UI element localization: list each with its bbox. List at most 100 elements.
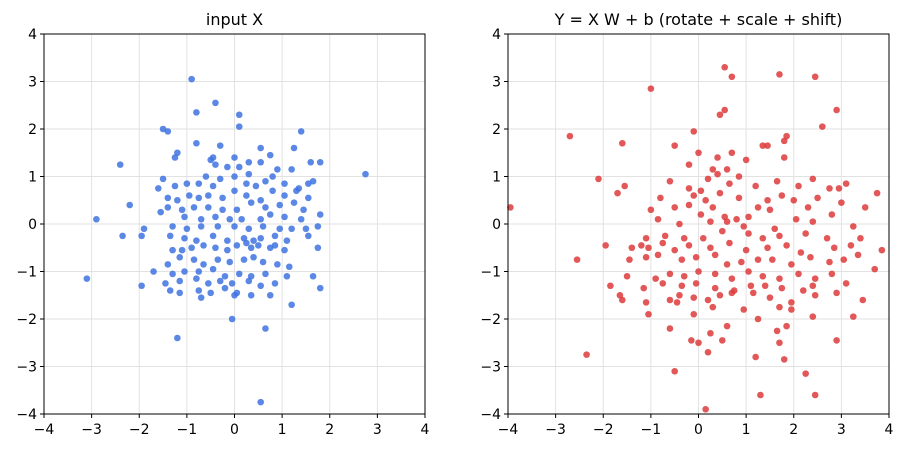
right-data-point <box>678 256 686 263</box>
right-x-tick-label: 4 <box>885 422 894 438</box>
left-data-point <box>205 280 212 287</box>
right-data-point <box>647 206 655 214</box>
right-data-point <box>614 189 621 197</box>
left-data-point <box>205 192 212 199</box>
right-data-point <box>626 256 633 263</box>
left-data-point <box>245 170 253 178</box>
left-data-point <box>183 225 191 233</box>
right-data-point <box>747 282 755 290</box>
right-data-point <box>849 223 857 230</box>
right-data-point <box>685 161 693 168</box>
left-data-point <box>164 128 172 135</box>
left-data-point <box>235 163 243 171</box>
left-data-point <box>185 192 193 199</box>
left-data-point <box>188 244 195 252</box>
right-data-point <box>680 272 688 280</box>
right-data-point <box>692 253 700 261</box>
left-data-point <box>276 201 284 209</box>
left-y-tick-label: −4 <box>16 407 37 423</box>
right-data-point <box>759 234 767 242</box>
left-data-point <box>231 154 238 161</box>
left-data-point <box>219 194 226 202</box>
left-data-point <box>138 232 145 240</box>
right-data-point <box>676 220 683 228</box>
left-data-point <box>257 398 264 406</box>
left-data-point <box>288 166 295 173</box>
left-data-point <box>283 237 291 244</box>
right-x-tick-label: 1 <box>742 422 751 438</box>
left-data-point <box>93 215 100 223</box>
left-data-point <box>224 246 231 254</box>
left-data-point <box>209 232 217 240</box>
left-data-point <box>233 242 241 249</box>
left-data-point <box>159 175 167 183</box>
left-data-point <box>212 244 219 252</box>
left-data-point <box>216 175 224 183</box>
right-data-point <box>695 149 702 157</box>
right-data-point <box>723 166 731 173</box>
left-data-point <box>169 223 176 230</box>
left-data-point <box>255 242 262 249</box>
left-data-point <box>226 258 234 266</box>
left-data-point <box>193 237 200 244</box>
left-data-point <box>209 265 217 273</box>
right-data-point <box>761 282 769 290</box>
right-data-point <box>838 199 845 206</box>
right-data-point <box>690 192 698 199</box>
left-data-point <box>245 277 253 285</box>
left-data-point <box>247 291 255 299</box>
right-data-point <box>721 63 728 71</box>
left-data-point <box>221 272 229 280</box>
left-y-tick-label: 2 <box>28 122 37 138</box>
right-data-point <box>688 337 695 344</box>
left-data-point <box>231 291 238 299</box>
right-grid <box>507 33 890 415</box>
left-data-point <box>231 223 238 230</box>
right-data-point <box>595 175 602 183</box>
left-data-point <box>193 109 200 116</box>
right-x-tick-label: −3 <box>545 422 566 438</box>
left-x-tick-label: −1 <box>177 422 198 438</box>
left-points <box>83 75 369 406</box>
right-data-point <box>766 206 774 214</box>
right-data-point <box>809 218 817 225</box>
left-data-point <box>305 194 312 202</box>
right-points <box>507 63 886 413</box>
left-data-point <box>183 180 191 187</box>
right-data-point <box>690 294 698 301</box>
right-data-point <box>764 142 771 149</box>
left-data-point <box>231 173 238 180</box>
left-data-point <box>266 211 274 218</box>
right-data-point <box>719 227 726 235</box>
left-y-tick-label: 3 <box>28 75 37 91</box>
left-data-point <box>271 280 279 287</box>
left-data-point <box>164 194 172 202</box>
right-data-point <box>583 351 590 358</box>
right-data-point <box>666 325 674 332</box>
right-data-point <box>823 234 831 242</box>
right-data-point <box>776 71 783 78</box>
right-chart-title: Y = X W + b (rotate + scale + shift) <box>554 10 843 29</box>
right-data-point <box>769 256 776 263</box>
left-data-point <box>250 253 257 261</box>
left-data-point <box>288 301 295 309</box>
right-data-point <box>754 256 762 263</box>
left-data-point <box>212 99 219 107</box>
right-data-point <box>861 204 869 211</box>
right-data-point <box>607 282 614 290</box>
right-data-point <box>745 230 752 237</box>
right-data-point <box>830 244 838 252</box>
right-data-point <box>754 204 762 211</box>
right-data-point <box>792 215 800 223</box>
left-data-point <box>307 158 315 166</box>
left-data-point <box>235 123 243 130</box>
left-data-point <box>226 215 234 223</box>
right-data-point <box>780 356 788 363</box>
right-data-point <box>807 253 814 261</box>
left-data-point <box>288 225 295 233</box>
right-data-point <box>645 244 652 252</box>
right-data-point <box>728 289 736 297</box>
right-data-point <box>783 242 790 249</box>
left-data-point <box>169 270 176 278</box>
